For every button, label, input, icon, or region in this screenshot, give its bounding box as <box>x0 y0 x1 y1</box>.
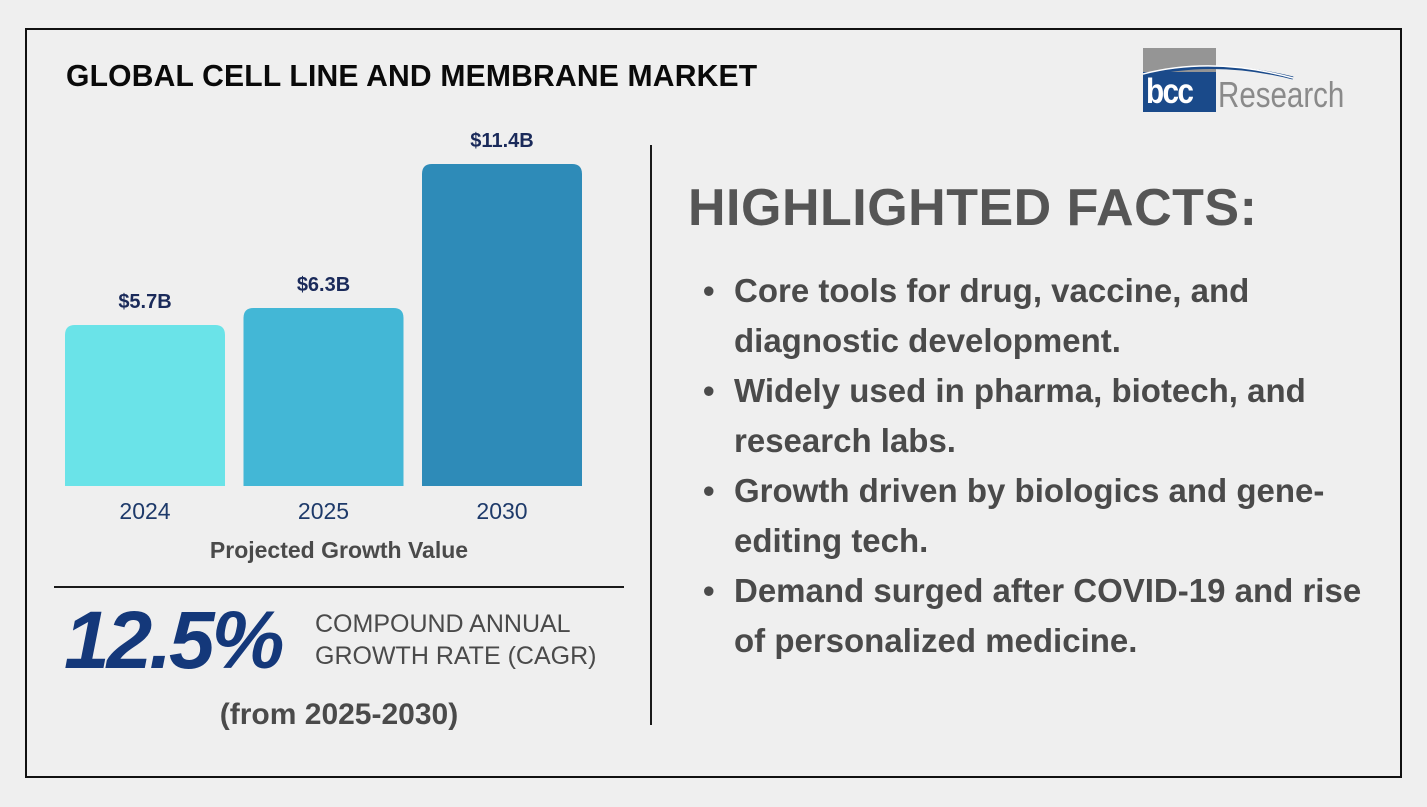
cagr-label: COMPOUND ANNUAL GROWTH RATE (CAGR) <box>315 608 596 672</box>
bullet-dot-icon: • <box>703 272 715 309</box>
fact-item: • Widely used in pharma, biotech, and res… <box>700 366 1380 466</box>
cagr-label-line2: GROWTH RATE (CAGR) <box>315 642 597 670</box>
cagr-value: 12.5% <box>64 595 285 686</box>
bar-value-label: $11.4B <box>470 130 533 152</box>
fact-item: • Growth driven by biologics and gene-edi… <box>700 466 1380 566</box>
cagr-label-line1: COMPOUND ANNUAL <box>315 610 571 638</box>
fact-text: Demand surged after COVID-19 and rise of… <box>734 572 1362 659</box>
fact-text: Growth driven by biologics and gene-edit… <box>734 472 1325 559</box>
infographic-frame <box>25 28 1402 778</box>
x-tick-label: 2024 <box>119 498 170 524</box>
bcc-research-logo: bcc Research <box>1143 48 1353 115</box>
logo-swoosh-icon <box>1143 65 1294 80</box>
chart-title: Projected Growth Value <box>209 537 469 563</box>
page-title: GLOBAL CELL LINE AND MEMBRANE MARKET <box>66 58 758 93</box>
logo-mark: bcc <box>1146 72 1194 111</box>
bullet-dot-icon: • <box>703 572 715 609</box>
bar-value-label: $5.7B <box>118 291 171 313</box>
fact-item: • Core tools for drug, vaccine, and diagn… <box>700 266 1380 366</box>
bullet-dot-icon: • <box>703 472 715 509</box>
cagr-period: (from 2025-2030) <box>219 698 459 731</box>
bar-2025 <box>243 308 404 486</box>
bar-2024 <box>65 325 225 486</box>
logo-wordmark: Research <box>1218 74 1345 115</box>
bar-chart: $5.7B 2024 $6.3B 2025 $11.4B 2030 <box>65 130 582 524</box>
fact-text: Widely used in pharma, biotech, and rese… <box>734 372 1306 459</box>
horizontal-divider <box>54 586 624 588</box>
bar-value-label: $6.3B <box>297 274 350 296</box>
facts-list: • Core tools for drug, vaccine, and diagn… <box>700 266 1380 666</box>
bullet-dot-icon: • <box>703 372 715 409</box>
bar-2030 <box>422 164 582 486</box>
x-tick-label: 2030 <box>476 498 527 524</box>
fact-text: Core tools for drug, vaccine, and diagno… <box>734 272 1250 359</box>
x-tick-label: 2025 <box>298 498 349 524</box>
vertical-divider <box>650 145 652 725</box>
facts-heading: HIGHLIGHTED FACTS: <box>688 179 1258 237</box>
logo-blue-block <box>1143 72 1216 112</box>
fact-item: • Demand surged after COVID-19 and rise o… <box>700 566 1380 666</box>
